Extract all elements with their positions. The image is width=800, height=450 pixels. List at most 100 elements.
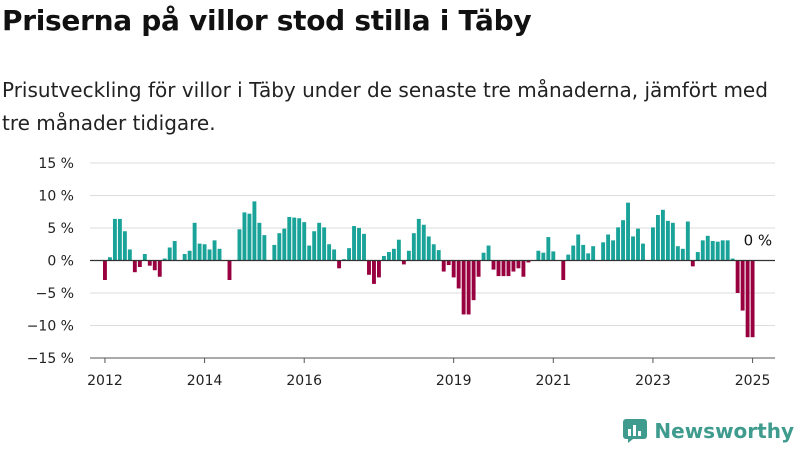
bar <box>272 244 277 261</box>
bar <box>282 228 287 261</box>
bar <box>247 213 252 261</box>
bar <box>436 250 441 261</box>
bar <box>411 233 416 261</box>
bar <box>496 260 501 277</box>
last-value-label: 0 % <box>744 232 773 250</box>
bar <box>695 252 700 261</box>
bar <box>471 260 476 301</box>
x-tick-label: 2019 <box>436 373 472 389</box>
bar <box>386 252 391 261</box>
bar <box>391 248 396 261</box>
y-tick-label: 10 % <box>38 189 74 205</box>
bar <box>705 235 710 261</box>
bar <box>142 254 147 261</box>
bar <box>362 233 366 261</box>
x-tick-label: 2014 <box>187 373 223 389</box>
bar <box>127 249 132 261</box>
bar <box>566 254 571 261</box>
bar <box>162 258 167 261</box>
bar <box>207 249 212 261</box>
bar <box>332 249 337 261</box>
bar <box>710 241 715 261</box>
bar <box>426 236 431 261</box>
bar <box>690 260 695 267</box>
bar <box>665 220 670 261</box>
bar <box>501 260 506 277</box>
bar <box>347 248 351 261</box>
bar <box>287 216 292 261</box>
bar <box>636 228 640 261</box>
bar <box>192 222 197 261</box>
x-tick-label: 2025 <box>735 373 771 389</box>
bar <box>252 201 257 261</box>
bar <box>307 245 312 261</box>
bar <box>735 260 740 293</box>
bar <box>292 217 297 261</box>
bar <box>237 229 242 261</box>
bar <box>372 260 376 284</box>
bar <box>466 260 471 315</box>
bar <box>431 244 436 261</box>
bar <box>357 228 361 261</box>
bar <box>685 221 690 261</box>
y-tick-label: −15 % <box>27 351 74 367</box>
bar <box>526 260 531 263</box>
bar <box>670 222 675 261</box>
bar <box>182 254 187 261</box>
bar <box>680 248 685 261</box>
bar <box>606 234 611 261</box>
bar <box>715 241 720 261</box>
bar <box>317 222 322 261</box>
bar <box>551 251 556 261</box>
bar <box>591 246 596 261</box>
bar <box>277 233 282 261</box>
bar <box>541 252 546 261</box>
bar <box>451 260 456 278</box>
bar <box>456 260 461 289</box>
y-tick-label: 15 % <box>38 156 74 172</box>
bar <box>227 260 232 280</box>
x-tick-label: 2023 <box>635 373 671 389</box>
bar <box>322 227 327 261</box>
bar <box>107 257 112 261</box>
bar <box>486 245 491 261</box>
bar <box>740 260 745 311</box>
bar <box>112 218 117 261</box>
bar <box>197 243 202 261</box>
bar <box>586 253 591 261</box>
bar <box>476 260 481 277</box>
bar <box>601 242 606 261</box>
bar <box>172 241 177 261</box>
bar <box>406 250 411 261</box>
bar <box>441 260 446 272</box>
bar <box>561 260 566 280</box>
bar <box>137 260 142 267</box>
bar <box>611 240 616 261</box>
bar <box>641 243 645 261</box>
x-tick-label: 2016 <box>286 373 322 389</box>
bar <box>187 250 192 261</box>
bar <box>616 227 621 261</box>
bar <box>446 260 451 266</box>
bar <box>302 222 307 261</box>
bar <box>157 260 162 277</box>
bar <box>337 260 342 269</box>
bar <box>521 260 526 277</box>
bar <box>132 260 137 273</box>
y-tick-label: −5 % <box>36 286 74 302</box>
bar <box>631 236 635 261</box>
bar <box>117 218 122 261</box>
bar <box>516 260 521 269</box>
bar <box>675 246 680 261</box>
y-tick-label: 5 % <box>47 221 74 237</box>
bar <box>576 234 581 261</box>
y-tick-label: −10 % <box>27 319 74 335</box>
bar <box>381 255 386 261</box>
bar <box>581 244 586 261</box>
chart-title: Priserna på villor stod stilla i Täby <box>2 4 532 37</box>
bar <box>626 202 630 261</box>
bar <box>416 218 421 261</box>
x-tick-label: 2012 <box>87 373 123 389</box>
bar <box>571 245 576 261</box>
